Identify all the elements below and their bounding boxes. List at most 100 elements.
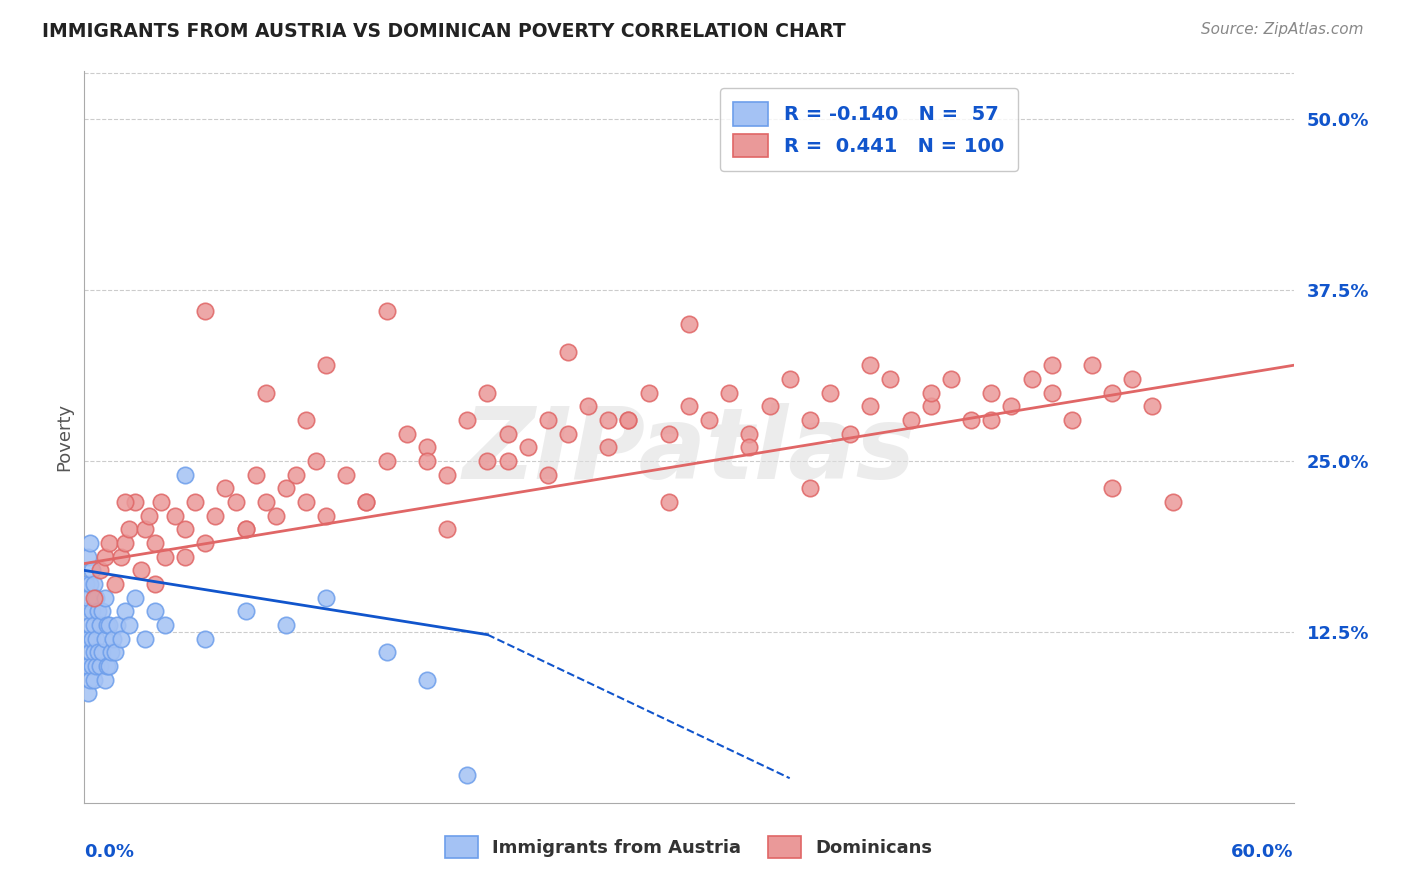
Point xyxy=(138,508,160,523)
Point xyxy=(174,549,197,564)
Point xyxy=(114,536,136,550)
Point xyxy=(1021,372,1043,386)
Point xyxy=(235,604,257,618)
Point xyxy=(1081,359,1104,373)
Point xyxy=(104,577,127,591)
Point xyxy=(83,577,105,591)
Point xyxy=(678,318,700,332)
Point xyxy=(537,413,560,427)
Point xyxy=(375,303,398,318)
Point xyxy=(395,426,418,441)
Point xyxy=(214,481,236,495)
Point xyxy=(114,495,136,509)
Point xyxy=(920,400,942,414)
Point xyxy=(436,467,458,482)
Point xyxy=(75,659,97,673)
Point xyxy=(859,359,882,373)
Point xyxy=(617,413,640,427)
Point xyxy=(738,426,761,441)
Text: 60.0%: 60.0% xyxy=(1232,843,1294,861)
Point xyxy=(375,454,398,468)
Text: Source: ZipAtlas.com: Source: ZipAtlas.com xyxy=(1201,22,1364,37)
Point xyxy=(104,645,127,659)
Legend: Immigrants from Austria, Dominicans: Immigrants from Austria, Dominicans xyxy=(436,827,942,867)
Point xyxy=(920,385,942,400)
Point xyxy=(235,522,257,536)
Point xyxy=(86,659,108,673)
Point xyxy=(799,413,821,427)
Point xyxy=(89,618,111,632)
Point xyxy=(89,659,111,673)
Point xyxy=(295,413,318,427)
Point xyxy=(980,385,1002,400)
Point xyxy=(153,618,176,632)
Point xyxy=(456,413,478,427)
Point xyxy=(110,632,132,646)
Point xyxy=(416,454,439,468)
Point xyxy=(93,673,115,687)
Point xyxy=(516,440,538,454)
Point xyxy=(1040,359,1063,373)
Point xyxy=(598,413,620,427)
Point xyxy=(274,618,297,632)
Point xyxy=(254,385,277,400)
Point xyxy=(637,385,659,400)
Point xyxy=(79,645,101,659)
Point xyxy=(100,645,122,659)
Point xyxy=(496,426,519,441)
Point xyxy=(658,426,681,441)
Point xyxy=(1161,495,1184,509)
Point xyxy=(859,400,882,414)
Point xyxy=(557,426,579,441)
Point xyxy=(174,522,197,536)
Point xyxy=(194,536,217,550)
Point xyxy=(416,673,439,687)
Point xyxy=(86,632,108,646)
Point xyxy=(97,536,120,550)
Point xyxy=(77,686,100,700)
Point xyxy=(129,563,152,577)
Point xyxy=(496,454,519,468)
Point xyxy=(375,645,398,659)
Point xyxy=(285,467,308,482)
Point xyxy=(598,440,620,454)
Point xyxy=(194,632,217,646)
Point xyxy=(96,659,118,673)
Point xyxy=(245,467,267,482)
Point xyxy=(110,549,132,564)
Point xyxy=(274,481,297,495)
Point xyxy=(91,645,114,659)
Text: ZIPatlas: ZIPatlas xyxy=(463,403,915,500)
Point xyxy=(93,549,115,564)
Point xyxy=(879,372,901,386)
Point xyxy=(118,522,141,536)
Point xyxy=(900,413,922,427)
Point xyxy=(153,549,176,564)
Point xyxy=(82,632,104,646)
Point xyxy=(1101,385,1123,400)
Point xyxy=(97,659,120,673)
Point xyxy=(295,495,318,509)
Point xyxy=(416,440,439,454)
Point xyxy=(75,632,97,646)
Point xyxy=(87,645,110,659)
Point xyxy=(77,549,100,564)
Point xyxy=(939,372,962,386)
Point xyxy=(134,632,156,646)
Point xyxy=(93,591,115,605)
Point xyxy=(87,604,110,618)
Point xyxy=(305,454,328,468)
Point xyxy=(82,604,104,618)
Point xyxy=(576,400,599,414)
Point xyxy=(1000,400,1022,414)
Point xyxy=(89,563,111,577)
Point xyxy=(75,577,97,591)
Point xyxy=(557,344,579,359)
Point xyxy=(143,536,166,550)
Point xyxy=(149,495,172,509)
Point xyxy=(1101,481,1123,495)
Point xyxy=(124,495,146,509)
Point xyxy=(86,591,108,605)
Point xyxy=(83,618,105,632)
Point xyxy=(356,495,378,509)
